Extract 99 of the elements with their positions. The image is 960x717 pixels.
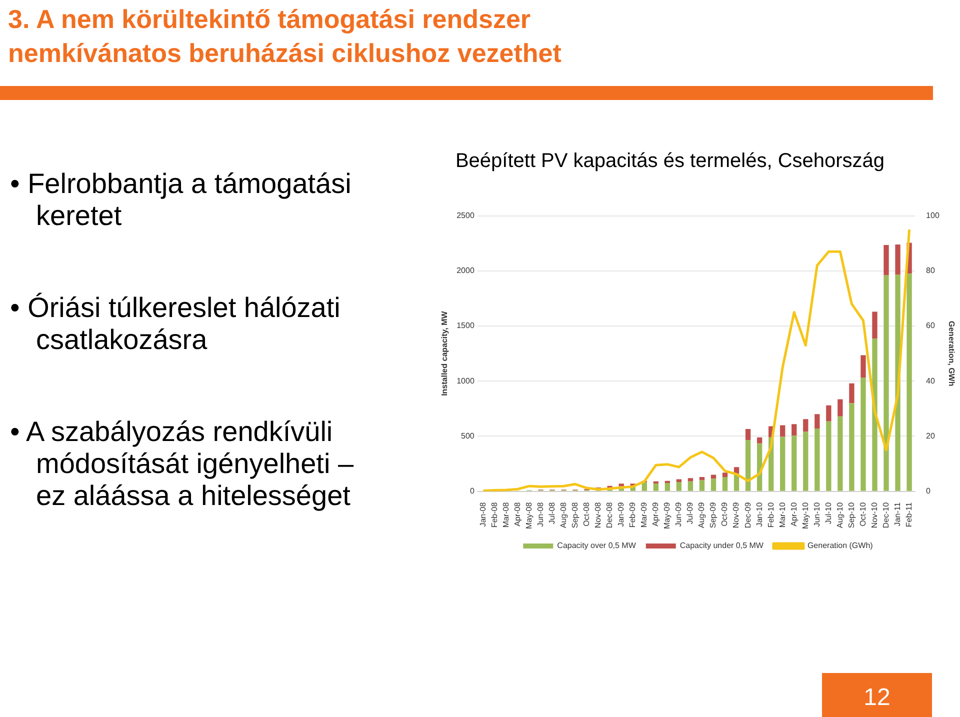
bar <box>803 419 808 432</box>
x-tick-label: Aug-08 <box>558 502 568 528</box>
bar <box>849 383 854 404</box>
bar <box>780 436 786 491</box>
x-tick-label: Oct-10 <box>858 502 868 526</box>
x-tick-label: Dec-08 <box>605 502 614 528</box>
bar <box>826 421 832 491</box>
bar <box>688 481 694 491</box>
text: 3. A nem körültekintő támogatási rendszer nemkívánatos beruházási ciklushoz vezethet <box>8 3 562 70</box>
bar <box>664 483 670 491</box>
bar <box>872 338 878 491</box>
bar <box>792 436 797 491</box>
y2-tick-label: 40 <box>926 376 936 386</box>
bar <box>722 472 728 477</box>
bar <box>849 403 854 491</box>
text: 12 <box>822 673 932 717</box>
x-tick-label: Dec-09 <box>743 502 752 528</box>
bar <box>676 479 682 482</box>
bar <box>884 245 889 276</box>
bar <box>895 244 900 275</box>
chart-title: Beépített PV kapacitás és termelés, Csehország <box>454 150 886 173</box>
x-tick-label: Jan-08 <box>478 502 488 527</box>
x-tick-label: Apr-10 <box>789 502 798 526</box>
bar <box>838 416 843 491</box>
bar <box>745 429 751 440</box>
y2-axis-title: Generation, GWh <box>946 320 956 386</box>
y-tick-label: 0 <box>470 486 475 496</box>
bar <box>906 274 912 491</box>
bar <box>814 414 820 429</box>
text: • A szabályozás rendkívüli módosítását igényelheti – ez aláássa a hitelességet <box>10 416 355 512</box>
legend-label: Capacity over 0,5 MW <box>557 541 636 550</box>
text: • Felrobbantja a támogatási keretet <box>10 168 352 232</box>
x-tick-label: Nov-10 <box>870 502 879 528</box>
legend-label: Capacity under 0,5 MW <box>680 541 764 550</box>
x-tick-label: Oct-09 <box>720 502 730 526</box>
x-tick-label: May-08 <box>524 502 534 530</box>
y2-tick-label: 100 <box>926 211 940 220</box>
x-tick-label: Sep-09 <box>708 502 718 528</box>
x-tick-label: Sep-08 <box>570 502 580 528</box>
bar <box>860 378 866 491</box>
y-tick-label: 2500 <box>456 211 475 220</box>
x-tick-label: Mar-08 <box>501 502 510 528</box>
x-tick-label: Feb-09 <box>628 502 638 528</box>
bar <box>710 478 716 491</box>
bar <box>756 437 762 444</box>
bar <box>745 440 751 491</box>
x-tick-label: Aug-09 <box>697 502 706 528</box>
x-tick-label: Jan-09 <box>616 502 626 527</box>
x-tick-label: Sep-10 <box>846 502 856 528</box>
x-tick-label: Nov-08 <box>594 502 603 528</box>
x-tick-label: Jul-09 <box>686 502 695 524</box>
x-tick-label: Jun-09 <box>674 502 684 527</box>
legend-label: Generation (GWh) <box>807 541 874 550</box>
x-tick-label: Aug-10 <box>835 502 844 528</box>
x-tick-label: Apr-09 <box>651 502 660 526</box>
x-tick-label: Feb-11 <box>904 502 914 528</box>
x-tick-label: Feb-10 <box>766 502 776 528</box>
x-tick-label: Dec-10 <box>881 502 890 528</box>
x-tick-label: Oct-08 <box>582 502 592 526</box>
bar <box>699 480 705 491</box>
bar <box>838 399 843 416</box>
y-tick-label: 1500 <box>456 321 475 330</box>
x-tick-label: Jan-11 <box>892 502 902 526</box>
x-tick-label: Apr-08 <box>512 502 522 526</box>
bar <box>803 432 808 491</box>
x-tick-label: Nov-09 <box>732 502 741 528</box>
text: • Óriási túlkereslet hálózati csatlakozásra <box>10 292 342 356</box>
x-tick-label: Jun-08 <box>536 502 545 527</box>
bar <box>688 478 694 482</box>
bar <box>780 425 786 437</box>
y2-tick-label: 80 <box>926 266 936 276</box>
y2-tick-label: 60 <box>926 321 936 330</box>
y-axis-title: Installed capacity, MW <box>440 310 450 396</box>
bar <box>814 428 820 491</box>
bar <box>860 355 866 378</box>
x-tick-label: Jul-08 <box>547 502 556 524</box>
bar <box>618 484 624 486</box>
y-tick-label: 500 <box>461 431 475 440</box>
x-tick-label: Jul-10 <box>824 502 833 524</box>
bar <box>642 482 647 491</box>
x-tick-label: Jun-10 <box>812 502 822 527</box>
y-tick-label: 1000 <box>456 376 475 386</box>
x-tick-label: May-10 <box>800 502 810 530</box>
bar <box>792 424 797 436</box>
bar <box>884 275 889 491</box>
bar <box>653 484 659 491</box>
x-tick-label: Mar-10 <box>778 502 787 528</box>
x-tick-label: Jan-10 <box>754 502 764 527</box>
bar <box>872 312 878 339</box>
y2-tick-label: 0 <box>926 486 932 496</box>
y-tick-label: 2000 <box>456 266 475 276</box>
bar <box>699 476 705 480</box>
x-tick-label: Feb-08 <box>490 502 499 528</box>
x-tick-label: Mar-09 <box>640 502 649 528</box>
bar <box>722 476 728 491</box>
x-tick-label: May-09 <box>662 502 672 530</box>
bar <box>676 482 682 491</box>
y2-tick-label: 20 <box>926 431 936 440</box>
bar <box>826 405 832 422</box>
